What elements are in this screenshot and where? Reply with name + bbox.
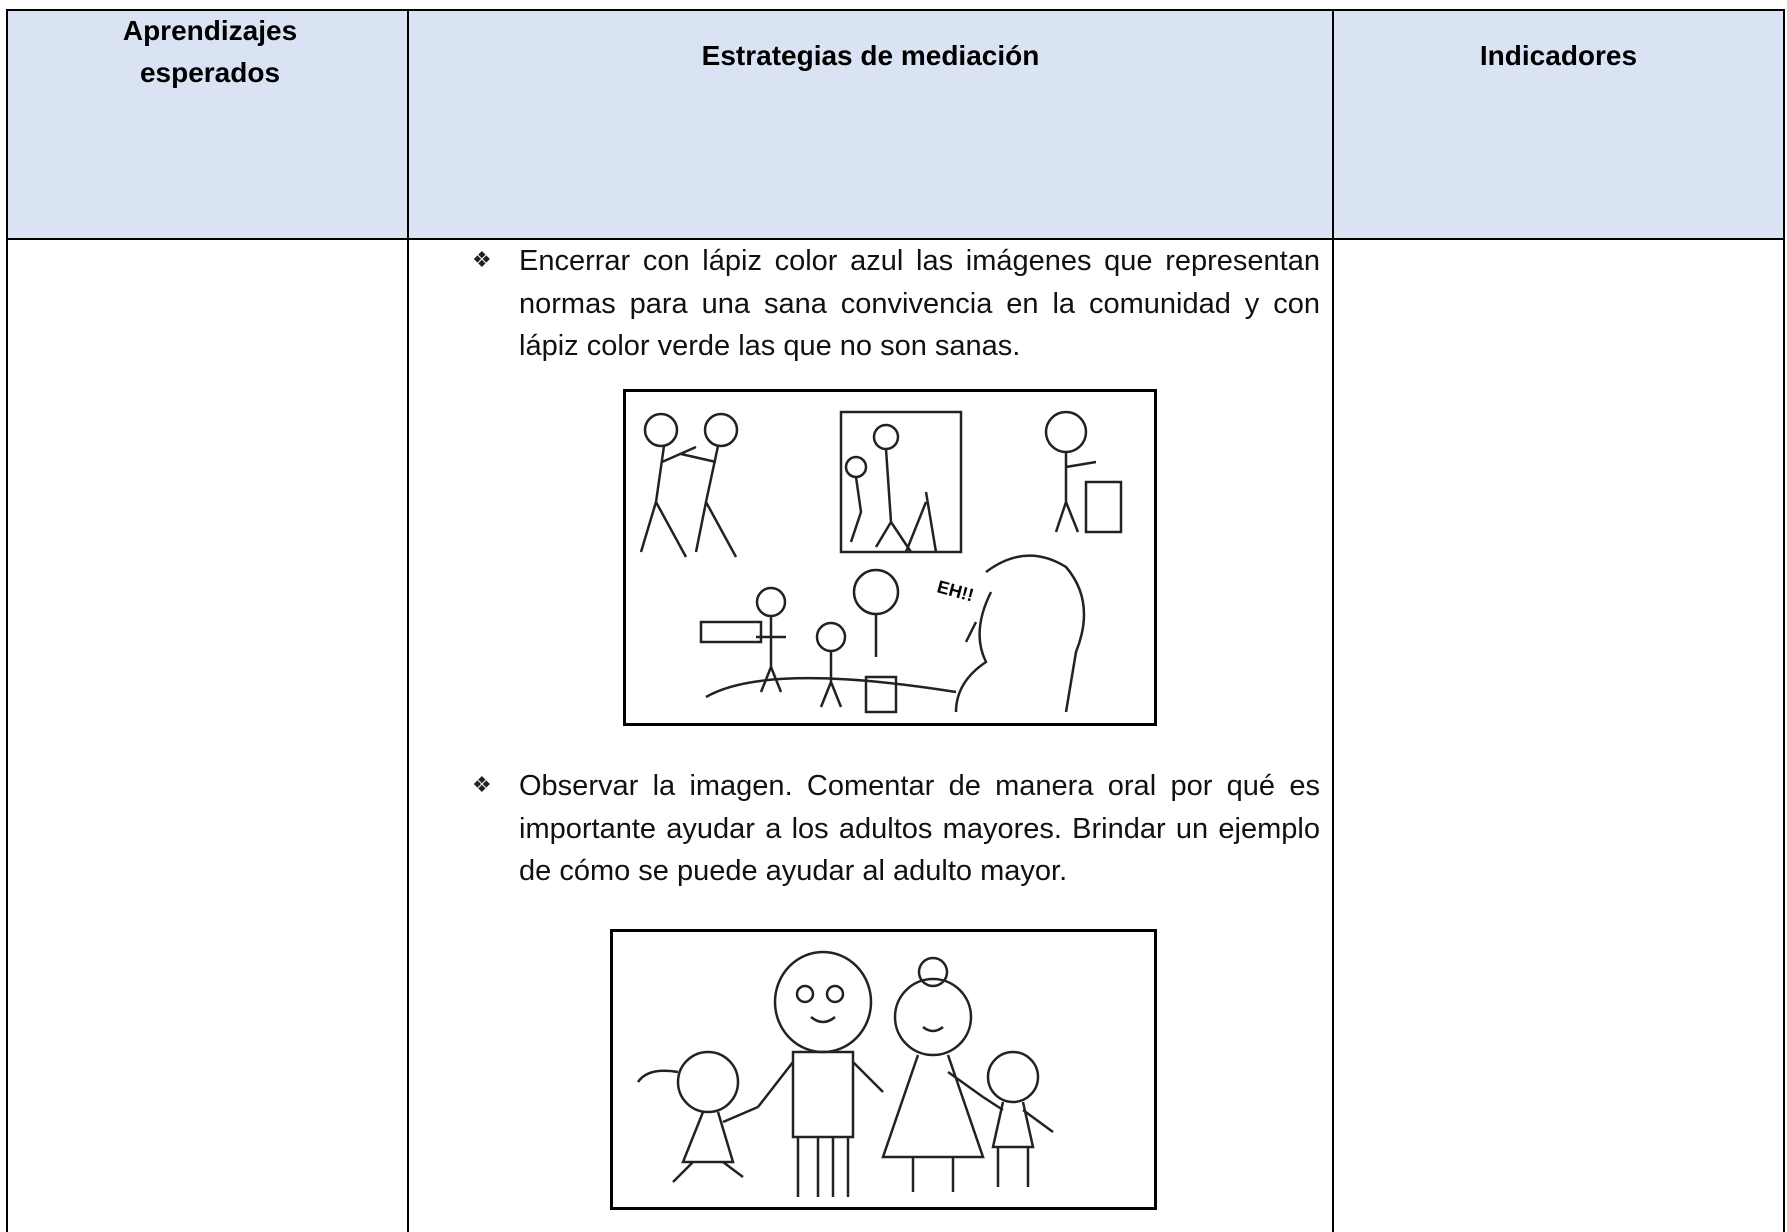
border (407, 9, 409, 1232)
header-cell: Indicadores (1479, 40, 1638, 71)
header-cell: Estrategias de mediación (701, 40, 1040, 71)
illustration (610, 929, 1157, 1210)
sketch: EH!! (639, 410, 1123, 714)
bullet: ❖ (472, 248, 492, 273)
border (1332, 9, 1334, 1232)
border (6, 238, 1785, 240)
bullet: ❖ (472, 773, 492, 798)
image-text: EH!! (935, 577, 976, 606)
illustration: EH!! (623, 389, 1157, 726)
header-cell: Aprendizajes esperados (122, 15, 298, 88)
border (6, 9, 8, 1232)
list-item: Encerrar con lápiz color azul las imágen… (519, 245, 1320, 362)
border (6, 9, 1785, 11)
border (1783, 9, 1785, 1232)
list-item: Observar la imagen. Comentar de manera o… (519, 770, 1320, 887)
header-row (6, 9, 1785, 239)
sketch (636, 950, 1054, 1197)
